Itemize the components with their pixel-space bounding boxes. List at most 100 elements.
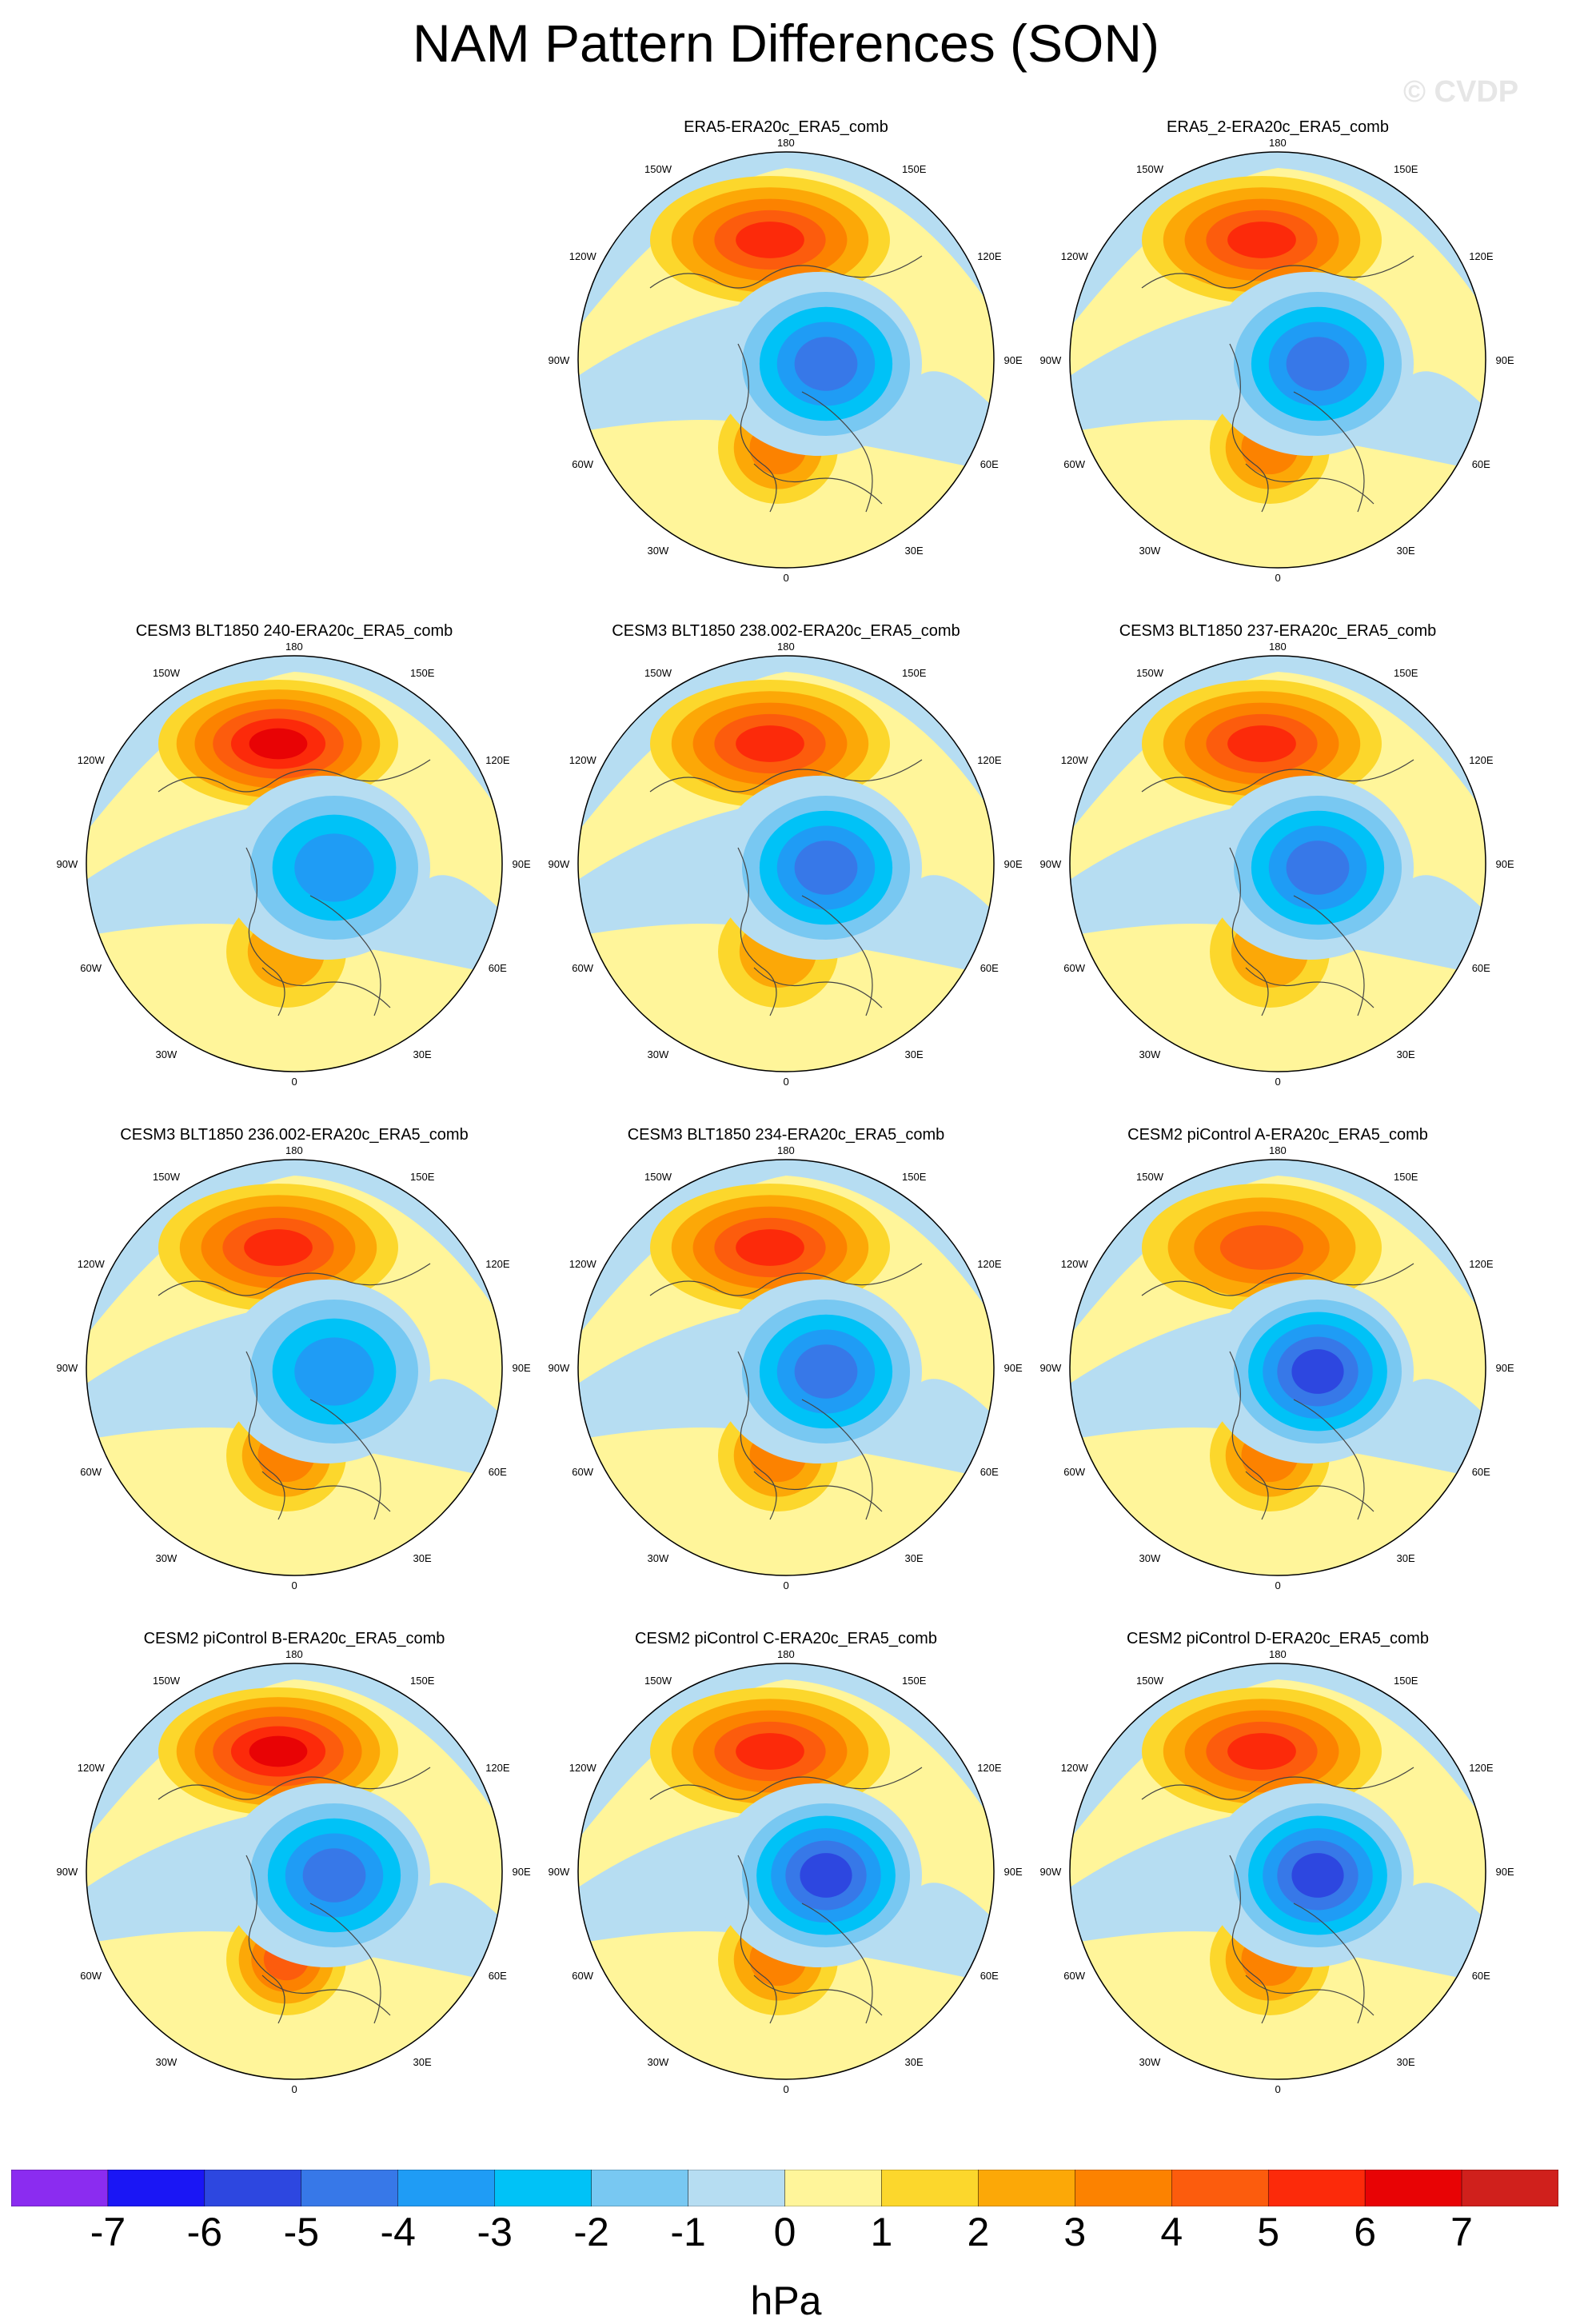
pacific-high-contour [1227,222,1296,258]
nam-map-panel [86,1663,503,2080]
longitude-label-top-left: 150W [644,1171,672,1184]
longitude-label-lower-left: 60W [80,1969,102,1982]
longitude-label-top-left: 150W [1136,667,1163,680]
longitude-label-upper-right: 120E [485,1257,510,1270]
colorbar-tick-label: 1 [870,2210,893,2254]
longitude-label-left: 90W [548,1361,570,1374]
page-title: NAM Pattern Differences (SON) [412,14,1160,73]
longitude-label-bottom-left: 30W [1139,544,1161,557]
longitude-label-bottom-left: 30W [155,2055,178,2068]
arctic-low-contour [794,1344,858,1399]
longitude-label-top: 180 [1269,1144,1287,1156]
longitude-label-top-right: 150E [902,163,927,176]
coastline [1245,1471,1375,1512]
nam-map-panel [577,151,995,569]
colorbar-tick-label: -3 [477,2210,513,2254]
coastline [753,463,883,505]
longitude-label-top: 180 [1269,136,1287,149]
longitude-label-lower-right: 60E [980,1969,999,1982]
longitude-label-top: 180 [777,640,795,653]
longitude-label-top-right: 150E [410,667,435,680]
longitude-label-top-left: 150W [644,667,672,680]
coastline [1293,1399,1365,1520]
longitude-label-bottom: 0 [1275,1579,1281,1591]
longitude-label-lower-right: 60E [488,1465,507,1478]
longitude-label-left: 90W [548,353,570,366]
panel-title: CESM3 BLT1850 238.002-ERA20c_ERA5_comb [612,622,960,640]
longitude-label-bottom-left: 30W [647,2055,669,2068]
longitude-label-top-right: 150E [902,1675,927,1687]
longitude-label-right: 90E [512,1865,531,1878]
longitude-label-left: 90W [1039,353,1062,366]
longitude-label-top: 180 [777,136,795,149]
longitude-label-lower-right: 60E [1471,457,1490,470]
longitude-label-right: 90E [512,857,531,870]
longitude-label-top: 180 [777,1144,795,1156]
longitude-label-lower-left: 60W [1063,961,1086,974]
longitude-label-upper-left: 120W [1060,753,1088,766]
map-boundary [577,151,995,569]
longitude-label-top-right: 150E [1394,163,1418,176]
arctic-low-contour [800,1853,852,1898]
map-boundary [1069,1159,1486,1576]
longitude-label-right: 90E [1495,1865,1514,1878]
coastline [1141,1767,1414,1800]
colorbar-segment [688,2170,785,2206]
coastline [1229,1855,1269,2024]
coastline [309,895,381,1016]
longitude-label-upper-right: 120E [977,753,1002,766]
longitude-label-top-left: 150W [1136,1675,1163,1687]
map-boundary [577,655,995,1072]
longitude-label-bottom-left: 30W [1139,2055,1161,2068]
coastline [158,759,431,793]
longitude-label-bottom-right: 30E [1396,2055,1415,2068]
coastline [753,967,883,1008]
panel-title: ERA5_2-ERA20c_ERA5_comb [1167,118,1389,136]
longitude-label-right: 90E [1003,1865,1023,1878]
longitude-label-upper-left: 120W [569,753,596,766]
arctic-low-contour [1291,1853,1344,1898]
colorbar-tick-label: 4 [1160,2210,1183,2254]
nam-map-panel [1069,1663,1486,2080]
longitude-label-lower-left: 60W [80,1465,102,1478]
longitude-label-lower-left: 60W [572,1969,594,1982]
pacific-high-contour [736,1229,804,1266]
longitude-label-bottom-right: 30E [904,1048,924,1060]
longitude-label-top-left: 150W [153,667,180,680]
arctic-low-contour [1286,337,1350,391]
longitude-label-top: 180 [285,1144,303,1156]
longitude-label-top-right: 150E [1394,1675,1418,1687]
longitude-label-upper-right: 120E [1469,250,1494,262]
nam-map-panel [577,1159,995,1576]
map-boundary [86,655,503,1072]
longitude-label-left: 90W [548,857,570,870]
coastline [1229,343,1269,513]
colorbar-segment [11,2170,109,2206]
longitude-label-bottom-left: 30W [155,1048,178,1060]
map-boundary [1069,151,1486,569]
pacific-high-contour [736,725,804,762]
longitude-label-lower-right: 60E [488,961,507,974]
panel-title: ERA5-ERA20c_ERA5_comb [684,118,888,136]
nam-map-panel [577,1663,995,2080]
longitude-label-bottom-right: 30E [904,2055,924,2068]
longitude-label-bottom-right: 30E [1396,1551,1415,1564]
longitude-label-top-left: 150W [644,1675,672,1687]
panel-title: CESM3 BLT1850 240-ERA20c_ERA5_comb [135,622,453,640]
colorbar-tick-label: -5 [283,2210,320,2254]
longitude-label-upper-right: 120E [1469,753,1494,766]
longitude-label-bottom: 0 [783,1579,789,1591]
coastline [801,1399,873,1520]
coastline [309,1399,381,1520]
nam-map-panel [1069,655,1486,1072]
longitude-label-lower-right: 60E [1471,1465,1490,1478]
colorbar-segment [107,2170,205,2206]
longitude-label-left: 90W [56,857,78,870]
longitude-label-bottom: 0 [1275,571,1281,584]
coastline [1141,1263,1414,1296]
colorbar-segment [397,2170,495,2206]
longitude-label-upper-right: 120E [977,250,1002,262]
coastline [1245,463,1375,505]
arctic-low-contour [302,1848,366,1903]
panel-title: CESM3 BLT1850 236.002-ERA20c_ERA5_comb [120,1126,469,1144]
